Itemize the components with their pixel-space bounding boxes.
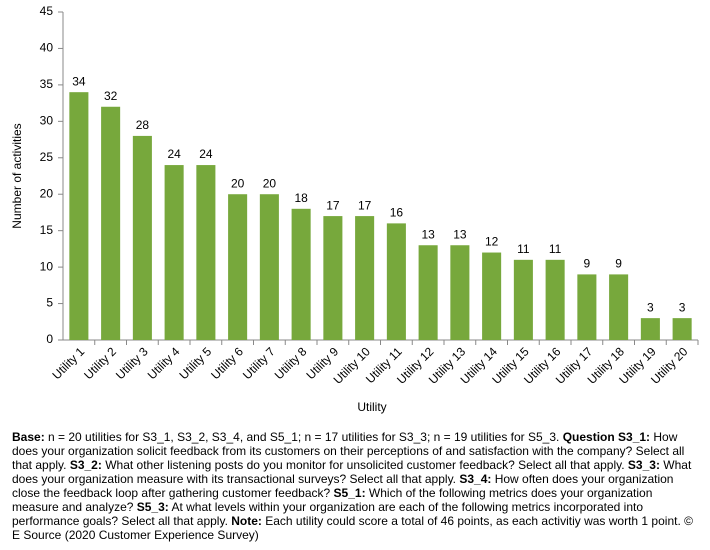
value-label: 18: [294, 191, 308, 205]
x-tick-label: Utility 2: [81, 344, 119, 382]
footnote-text: Note:: [231, 514, 262, 528]
value-label: 16: [390, 206, 404, 220]
footnote: Base: n = 20 utilities for S3_1, S3_2, S…: [12, 430, 702, 542]
y-tick-label: 0: [46, 332, 53, 346]
value-label: 9: [615, 257, 622, 271]
footnote-text: What does your organization measure with…: [12, 458, 692, 486]
value-label: 12: [485, 235, 499, 249]
value-label: 17: [358, 198, 372, 212]
footnote-text: n = 20 utilities for S3_1, S3_2, S3_4, a…: [44, 430, 563, 444]
x-tick-label: Utility 3: [113, 344, 151, 382]
value-label: 20: [231, 176, 245, 190]
bar: [291, 208, 311, 340]
footnote-text: Question S3_1:: [562, 430, 651, 444]
footnote-text: Base:: [12, 430, 45, 444]
x-tick-label: Utility 6: [208, 344, 246, 382]
footnote-text: S3_3:: [627, 458, 660, 472]
value-label: 3: [679, 300, 686, 314]
bar: [323, 216, 343, 340]
bar: [609, 274, 629, 340]
x-axis-title: Utility: [357, 400, 386, 414]
bar: [450, 245, 470, 340]
y-tick-label: 45: [40, 4, 54, 18]
bar: [418, 245, 438, 340]
footnote-text: S3_4:: [459, 472, 492, 486]
footnote-text: Each utility could score a total of 46 p…: [12, 514, 693, 542]
bar: [545, 259, 565, 340]
value-label: 24: [199, 147, 213, 161]
chart: Number of activities Utility 0 5 10 15 20 25 3…: [10, 4, 699, 414]
value-label: 13: [421, 227, 435, 241]
value-label: 13: [453, 227, 467, 241]
bar: [386, 223, 406, 340]
footnote-text: S5_1:: [333, 486, 366, 500]
x-tick-label: Utility 7: [240, 344, 278, 382]
footnote-text: S5_3:: [136, 500, 169, 514]
bar: [164, 165, 184, 340]
y-tick-label: 20: [40, 186, 54, 200]
bar: [640, 318, 660, 340]
bar: [672, 318, 692, 340]
x-tick-label: Utility 8: [272, 344, 310, 382]
x-tick-label: Utility 1: [50, 344, 88, 382]
footnote-text: How often does your organization close t…: [12, 472, 674, 500]
y-tick-label: 10: [40, 259, 54, 273]
y-axis-title: Number of activities: [10, 123, 24, 228]
value-label: 9: [584, 257, 591, 271]
bar: [132, 135, 152, 340]
x-tick-label: Utility 5: [177, 344, 215, 382]
bar: [259, 194, 279, 340]
value-label: 11: [517, 242, 530, 256]
footnote-text: At what levels within your organization …: [12, 500, 644, 528]
footnote-text: Which of the following metrics does your…: [12, 486, 653, 514]
footnote-text: How does your organization solicit feedb…: [12, 430, 685, 472]
value-label: 32: [104, 89, 118, 103]
footnote-text: S3_2:: [69, 458, 102, 472]
value-label: 34: [72, 74, 86, 88]
y-tick-label: 25: [40, 150, 54, 164]
value-label: 11: [549, 242, 562, 256]
y-tick-label: 40: [40, 41, 54, 55]
y-tick-label: 5: [46, 296, 53, 310]
bar: [228, 194, 248, 340]
value-label: 24: [167, 147, 181, 161]
footnote-text: What other listening posts do you monito…: [101, 458, 628, 472]
bar: [196, 165, 216, 340]
bar: [355, 216, 375, 340]
y-tick-label: 30: [40, 114, 54, 128]
value-label: 3: [647, 300, 654, 314]
bar: [577, 274, 597, 340]
y-tick-label: 35: [40, 77, 54, 91]
bar: [513, 259, 533, 340]
value-label: 17: [326, 198, 340, 212]
x-tick-label: Utility 4: [145, 344, 183, 382]
bar: [482, 252, 502, 340]
bar: [69, 92, 89, 340]
bar: [101, 106, 121, 340]
value-label: 20: [263, 176, 277, 190]
value-label: 28: [136, 118, 150, 132]
y-tick-label: 15: [40, 223, 54, 237]
